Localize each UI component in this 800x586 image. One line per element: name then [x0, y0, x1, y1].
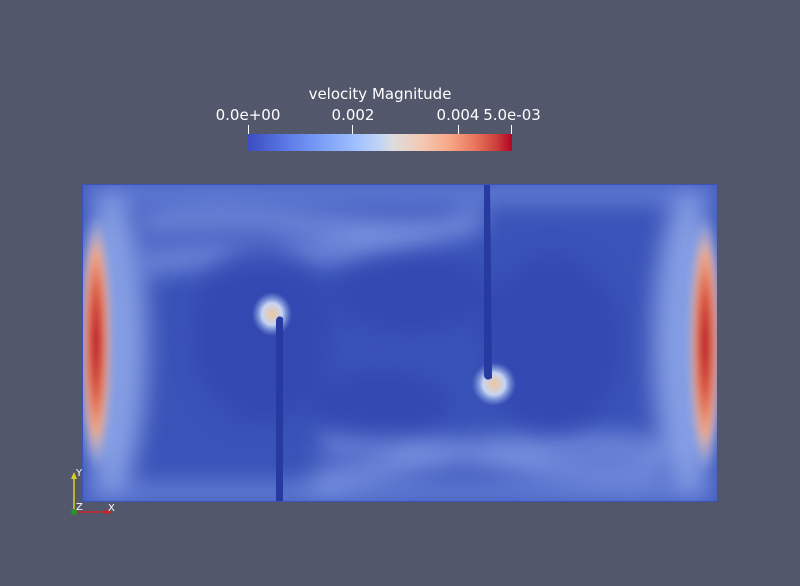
- left-baffle: [276, 316, 283, 502]
- baffle-tip-warm-right: [472, 362, 516, 406]
- legend-tick-mark: [352, 125, 353, 135]
- legend-tick-max: 5.0e-03: [483, 106, 541, 124]
- velocity-field-svg: [77, 184, 723, 502]
- legend-title: velocity Magnitude: [308, 85, 452, 103]
- baffle-tip-warm-left: [252, 292, 292, 336]
- legend-tick-mark: [511, 125, 512, 135]
- velocity-field-plot[interactable]: [77, 184, 723, 502]
- y-axis-arrow: [71, 472, 77, 479]
- orientation-axes: Y X Z: [60, 465, 130, 525]
- x-axis-label: X: [108, 503, 115, 514]
- right-baffle: [484, 184, 492, 380]
- left-wall-jet: [80, 212, 112, 472]
- orientation-axes-svg: [71, 472, 112, 515]
- legend-tick-min: 0.0e+00: [215, 106, 281, 124]
- legend-tick-0002: 0.002: [331, 106, 375, 124]
- z-axis-label: Z: [76, 502, 83, 513]
- color-legend: velocity Magnitude 0.0e+00 0.002 0.004 5…: [0, 0, 800, 160]
- right-wall-jet: [689, 214, 721, 474]
- legend-tick-mark: [248, 125, 249, 135]
- y-axis-label: Y: [76, 468, 83, 479]
- z-axis-dot: [71, 509, 77, 515]
- baffles: [276, 184, 492, 502]
- domain-border: [82, 184, 718, 502]
- x-axis-arrow: [105, 509, 112, 515]
- legend-tick-0004: 0.004: [436, 106, 480, 124]
- colorbar: [248, 134, 512, 151]
- legend-tick-mark: [458, 125, 459, 135]
